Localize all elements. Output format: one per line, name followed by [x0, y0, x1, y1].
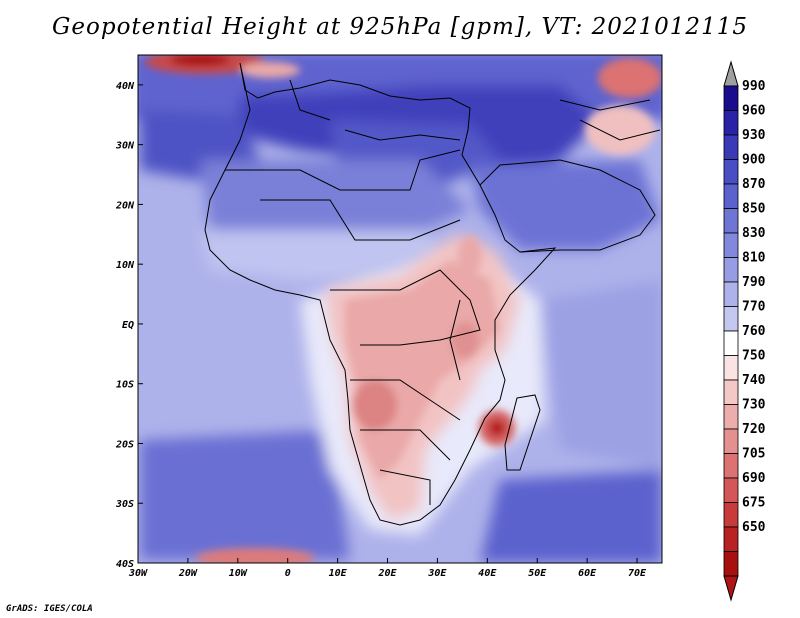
- colorbar-label: 790: [742, 275, 766, 290]
- colorbar-swatch: [723, 355, 739, 381]
- lon-tick-label: 30W: [128, 568, 148, 579]
- lon-tick-label: 70E: [628, 568, 647, 579]
- lon-tick-label: 20W: [178, 568, 198, 579]
- colorbar-swatch: [723, 159, 739, 185]
- colorbar-label: 750: [742, 349, 766, 364]
- colorbar-swatch: [723, 330, 739, 356]
- colorbar-over-triangle: [723, 60, 739, 87]
- lat-tick-label: 10S: [116, 380, 134, 391]
- map-frame: [137, 54, 663, 564]
- colorbar-label: 810: [742, 251, 766, 266]
- colorbar-label: 930: [742, 128, 766, 143]
- colorbar-label: 850: [742, 202, 766, 217]
- colorbar-swatch: [723, 110, 739, 136]
- lon-tick-label: 30E: [427, 568, 447, 579]
- colorbar-swatch: [723, 428, 739, 454]
- colorbar-label: 650: [742, 520, 766, 535]
- colorbar-swatch: [723, 453, 739, 479]
- colorbar-swatch: [723, 526, 739, 552]
- colorbar-label: 900: [742, 153, 766, 168]
- lon-tick-label: 10E: [329, 568, 348, 579]
- colorbar-swatch: [723, 208, 739, 234]
- lat-tick-label: 10N: [116, 260, 135, 271]
- colorbar-label: 870: [742, 177, 766, 192]
- lat-tick-label: 20N: [115, 200, 135, 211]
- colorbar-label: 770: [742, 300, 766, 315]
- colorbar-swatch: [723, 257, 739, 283]
- lat-tick-label: 40S: [116, 559, 134, 570]
- lon-tick-label: 20E: [377, 568, 397, 579]
- colorbar-label: 990: [742, 79, 766, 94]
- credit-text: GrADS: IGES/COLA: [6, 604, 93, 614]
- lat-tick-label: 30S: [115, 499, 134, 510]
- height-field: [138, 55, 662, 563]
- colorbar-label: 740: [742, 373, 766, 388]
- lon-tick-label: 0: [285, 568, 291, 579]
- colorbar-label: 730: [742, 398, 766, 413]
- lat-tick-label: 20S: [115, 439, 134, 450]
- colorbar-swatch: [723, 306, 739, 332]
- colorbar-swatch: [723, 379, 739, 405]
- colorbar-label: 690: [742, 471, 766, 486]
- colorbar-swatch: [723, 551, 739, 577]
- colorbar-swatch: [723, 281, 739, 307]
- colorbar-swatch: [723, 85, 739, 111]
- colorbar-label: 675: [742, 496, 765, 511]
- lat-tick-label: 30N: [115, 141, 135, 152]
- colorbar-label: 705: [742, 447, 765, 462]
- colorbar-under-triangle: [723, 575, 739, 602]
- colorbar-swatch: [723, 404, 739, 430]
- colorbar-swatch: [723, 477, 739, 503]
- latitude-axis: 40N 30N 20N 10N EQ 10S 20S 30S 40S: [115, 81, 143, 570]
- lon-tick-label: 50E: [528, 568, 547, 579]
- colorbar-label: 830: [742, 226, 766, 241]
- colorbar-label: 960: [742, 104, 766, 119]
- coastlines: [204, 62, 661, 526]
- colorbar-swatch: [723, 232, 739, 258]
- colorbar-swatch: [723, 502, 739, 528]
- lon-tick-label: 40E: [478, 568, 497, 579]
- colorbar-label: 720: [742, 422, 766, 437]
- lat-tick-label: 40N: [116, 81, 135, 92]
- lon-tick-label: 10W: [229, 568, 248, 579]
- lon-tick-label: 60E: [578, 568, 597, 579]
- map-title: Geopotential Height at 925hPa [gpm], VT:…: [52, 14, 748, 40]
- colorbar-swatch: [723, 134, 739, 160]
- colorbar-label: 760: [742, 324, 766, 339]
- longitude-axis: 30W 20W 10W 0 10E 20E 30E 40E 50E 60E 70E: [128, 558, 647, 579]
- lat-tick-label: EQ: [122, 320, 134, 331]
- colorbar-swatch: [723, 183, 739, 209]
- colorbar: 990 960 930 900 870 850 830 810 790 770 760 750 740 7…: [723, 60, 766, 602]
